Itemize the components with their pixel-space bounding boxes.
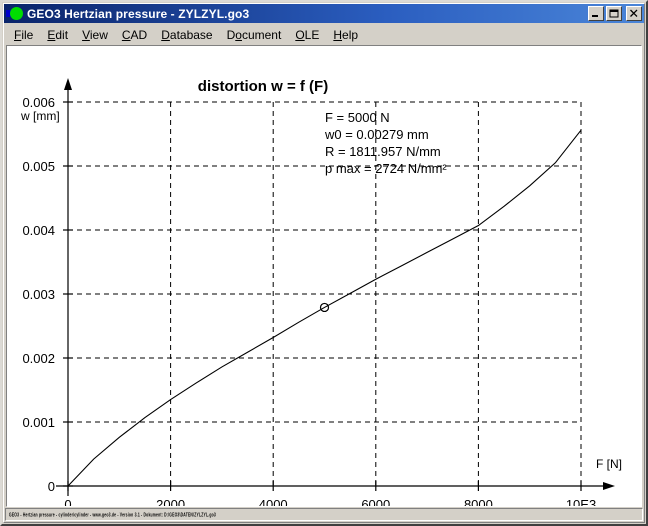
x-tick-label: 6000 (361, 497, 390, 506)
app-icon[interactable] (6, 6, 24, 21)
maximize-icon (609, 9, 619, 18)
menu-item-edit[interactable]: Edit (47, 27, 69, 42)
close-button[interactable] (626, 6, 642, 21)
menu-item-view[interactable]: View (82, 27, 108, 42)
x-axis-tick-labels: 0 2000 4000 6000 8000 10E3 (64, 497, 596, 506)
data-curve (67, 129, 582, 487)
chart-client-area: 0 2000 4000 6000 8000 10E3 0 0.001 0.002 0.003 0.… (6, 45, 642, 507)
close-icon (630, 9, 638, 17)
title-bar[interactable]: GEO3 Hertzian pressure - ZYLZYL.go3 (4, 4, 644, 23)
status-bar: GEO3 - Hertzian pressure - cylinder/cyli… (4, 507, 644, 522)
status-text: GEO3 - Hertzian pressure - cylinder/cyli… (9, 511, 217, 518)
y-tick-label: 0.001 (22, 415, 55, 430)
status-panel: GEO3 - Hertzian pressure - cylinder/cyli… (5, 508, 643, 521)
annotation-force: F = 5000 N (325, 110, 390, 125)
y-axis-ticks (63, 101, 73, 487)
x-tick-label: 0 (64, 497, 71, 506)
y-tick-label: 0.006 (22, 95, 55, 110)
operating-point-marker[interactable] (319, 302, 330, 313)
annotation-block: F = 5000 N w0 = 0.00279 mm R = 1811.957 … (324, 110, 447, 176)
y-tick-label: 0.003 (22, 287, 55, 302)
y-tick-label: 0 (48, 479, 55, 494)
menu-item-document[interactable]: Document (226, 27, 282, 42)
menu-item-help[interactable]: Help (333, 27, 359, 42)
menu-item-ole[interactable]: OLE (295, 27, 320, 42)
x-axis-label: F [N] (596, 457, 622, 471)
menu-item-file[interactable]: File (14, 27, 34, 42)
chart-title: distortion w = f (F) (198, 78, 328, 95)
x-axis-arrowhead (603, 482, 615, 490)
app-icon-blue-square (6, 10, 13, 17)
window-inner-bevel (3, 3, 645, 523)
x-tick-label: 4000 (259, 497, 288, 506)
y-tick-label: 0.005 (22, 159, 55, 174)
annotation-stiffness: R = 1811.957 N/mm (325, 144, 441, 159)
x-tick-label: 10E3 (566, 497, 596, 506)
minimize-button[interactable] (588, 6, 604, 21)
window-title: GEO3 Hertzian pressure - ZYLZYL.go3 (27, 6, 250, 21)
y-tick-label: 0.004 (22, 223, 55, 238)
window-buttons (588, 6, 642, 21)
minimize-icon (592, 15, 598, 17)
menu-bar[interactable]: File Edit View CAD Database Document OLE… (4, 25, 644, 44)
y-axis-tick-labels: 0 0.001 0.002 0.003 0.004 0.005 0.006 (22, 95, 55, 494)
menu-item-cad[interactable]: CAD (121, 27, 148, 42)
axes (56, 84, 603, 496)
x-tick-label: 8000 (464, 497, 493, 506)
distortion-chart: 0 2000 4000 6000 8000 10E3 0 0.001 0.002 0.003 0.… (20, 78, 622, 506)
app-icon-green-ellipse (10, 7, 23, 20)
y-tick-label: 0.002 (22, 351, 55, 366)
y-axis-label: w [mm] (20, 109, 60, 123)
annotation-w0: w0 = 0.00279 mm (324, 127, 429, 142)
menu-item-database[interactable]: Database (161, 27, 213, 42)
maximize-button[interactable] (606, 6, 622, 21)
x-tick-label: 2000 (156, 497, 185, 506)
annotation-pmax: p max = 2724 N/mm² (325, 161, 447, 176)
y-axis-arrowhead (64, 78, 72, 90)
grid-lines-horizontal (68, 101, 581, 423)
